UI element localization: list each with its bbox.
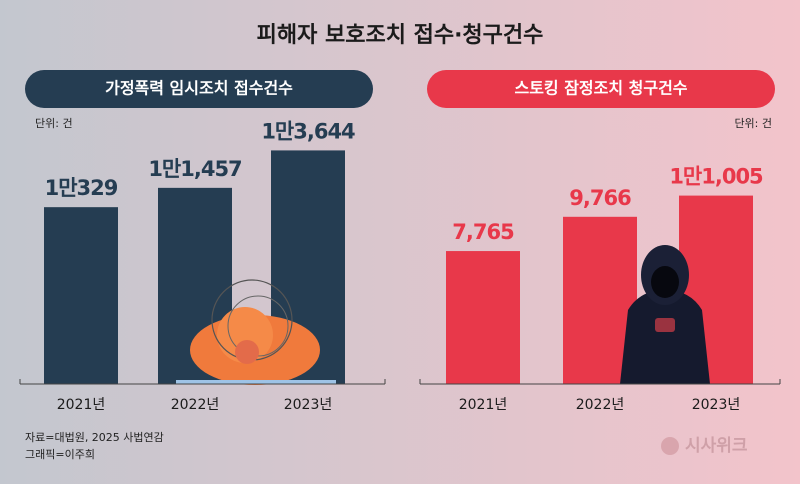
bar <box>446 251 520 384</box>
value-label: 1만1,457 <box>148 157 241 181</box>
x-tick-label: 2022년 <box>171 397 220 413</box>
bar <box>44 207 118 384</box>
logo-icon <box>661 437 679 455</box>
source: 자료=대법원, 2025 사법연감 <box>25 431 164 444</box>
chart-title: 가정폭력 임시조치 접수건수 <box>105 79 293 98</box>
x-tick-label: 2021년 <box>57 397 106 413</box>
value-label: 1만3,644 <box>261 119 355 143</box>
value-label: 1만329 <box>45 176 118 200</box>
value-label: 1만1,005 <box>669 165 763 189</box>
main-title: 피해자 보호조치 접수·청구건수 <box>257 23 544 48</box>
unit-label: 단위: 건 <box>734 117 772 130</box>
chart-title-pill <box>427 70 775 108</box>
credit: 그래픽=이주희 <box>25 448 95 461</box>
x-tick-label: 2023년 <box>284 397 333 413</box>
x-tick-label: 2023년 <box>692 397 741 413</box>
logo: 시사위크 <box>685 436 748 456</box>
value-label: 7,765 <box>452 220 514 244</box>
chart-title-pill <box>25 70 373 108</box>
x-tick-label: 2022년 <box>576 397 625 413</box>
illustration-right <box>620 245 710 384</box>
x-tick-label: 2021년 <box>459 397 508 413</box>
value-label: 9,766 <box>569 186 631 210</box>
chart-title: 스토킹 잠정조치 청구건수 <box>514 79 687 98</box>
illustration-left <box>176 279 336 385</box>
unit-label: 단위: 건 <box>35 117 73 130</box>
